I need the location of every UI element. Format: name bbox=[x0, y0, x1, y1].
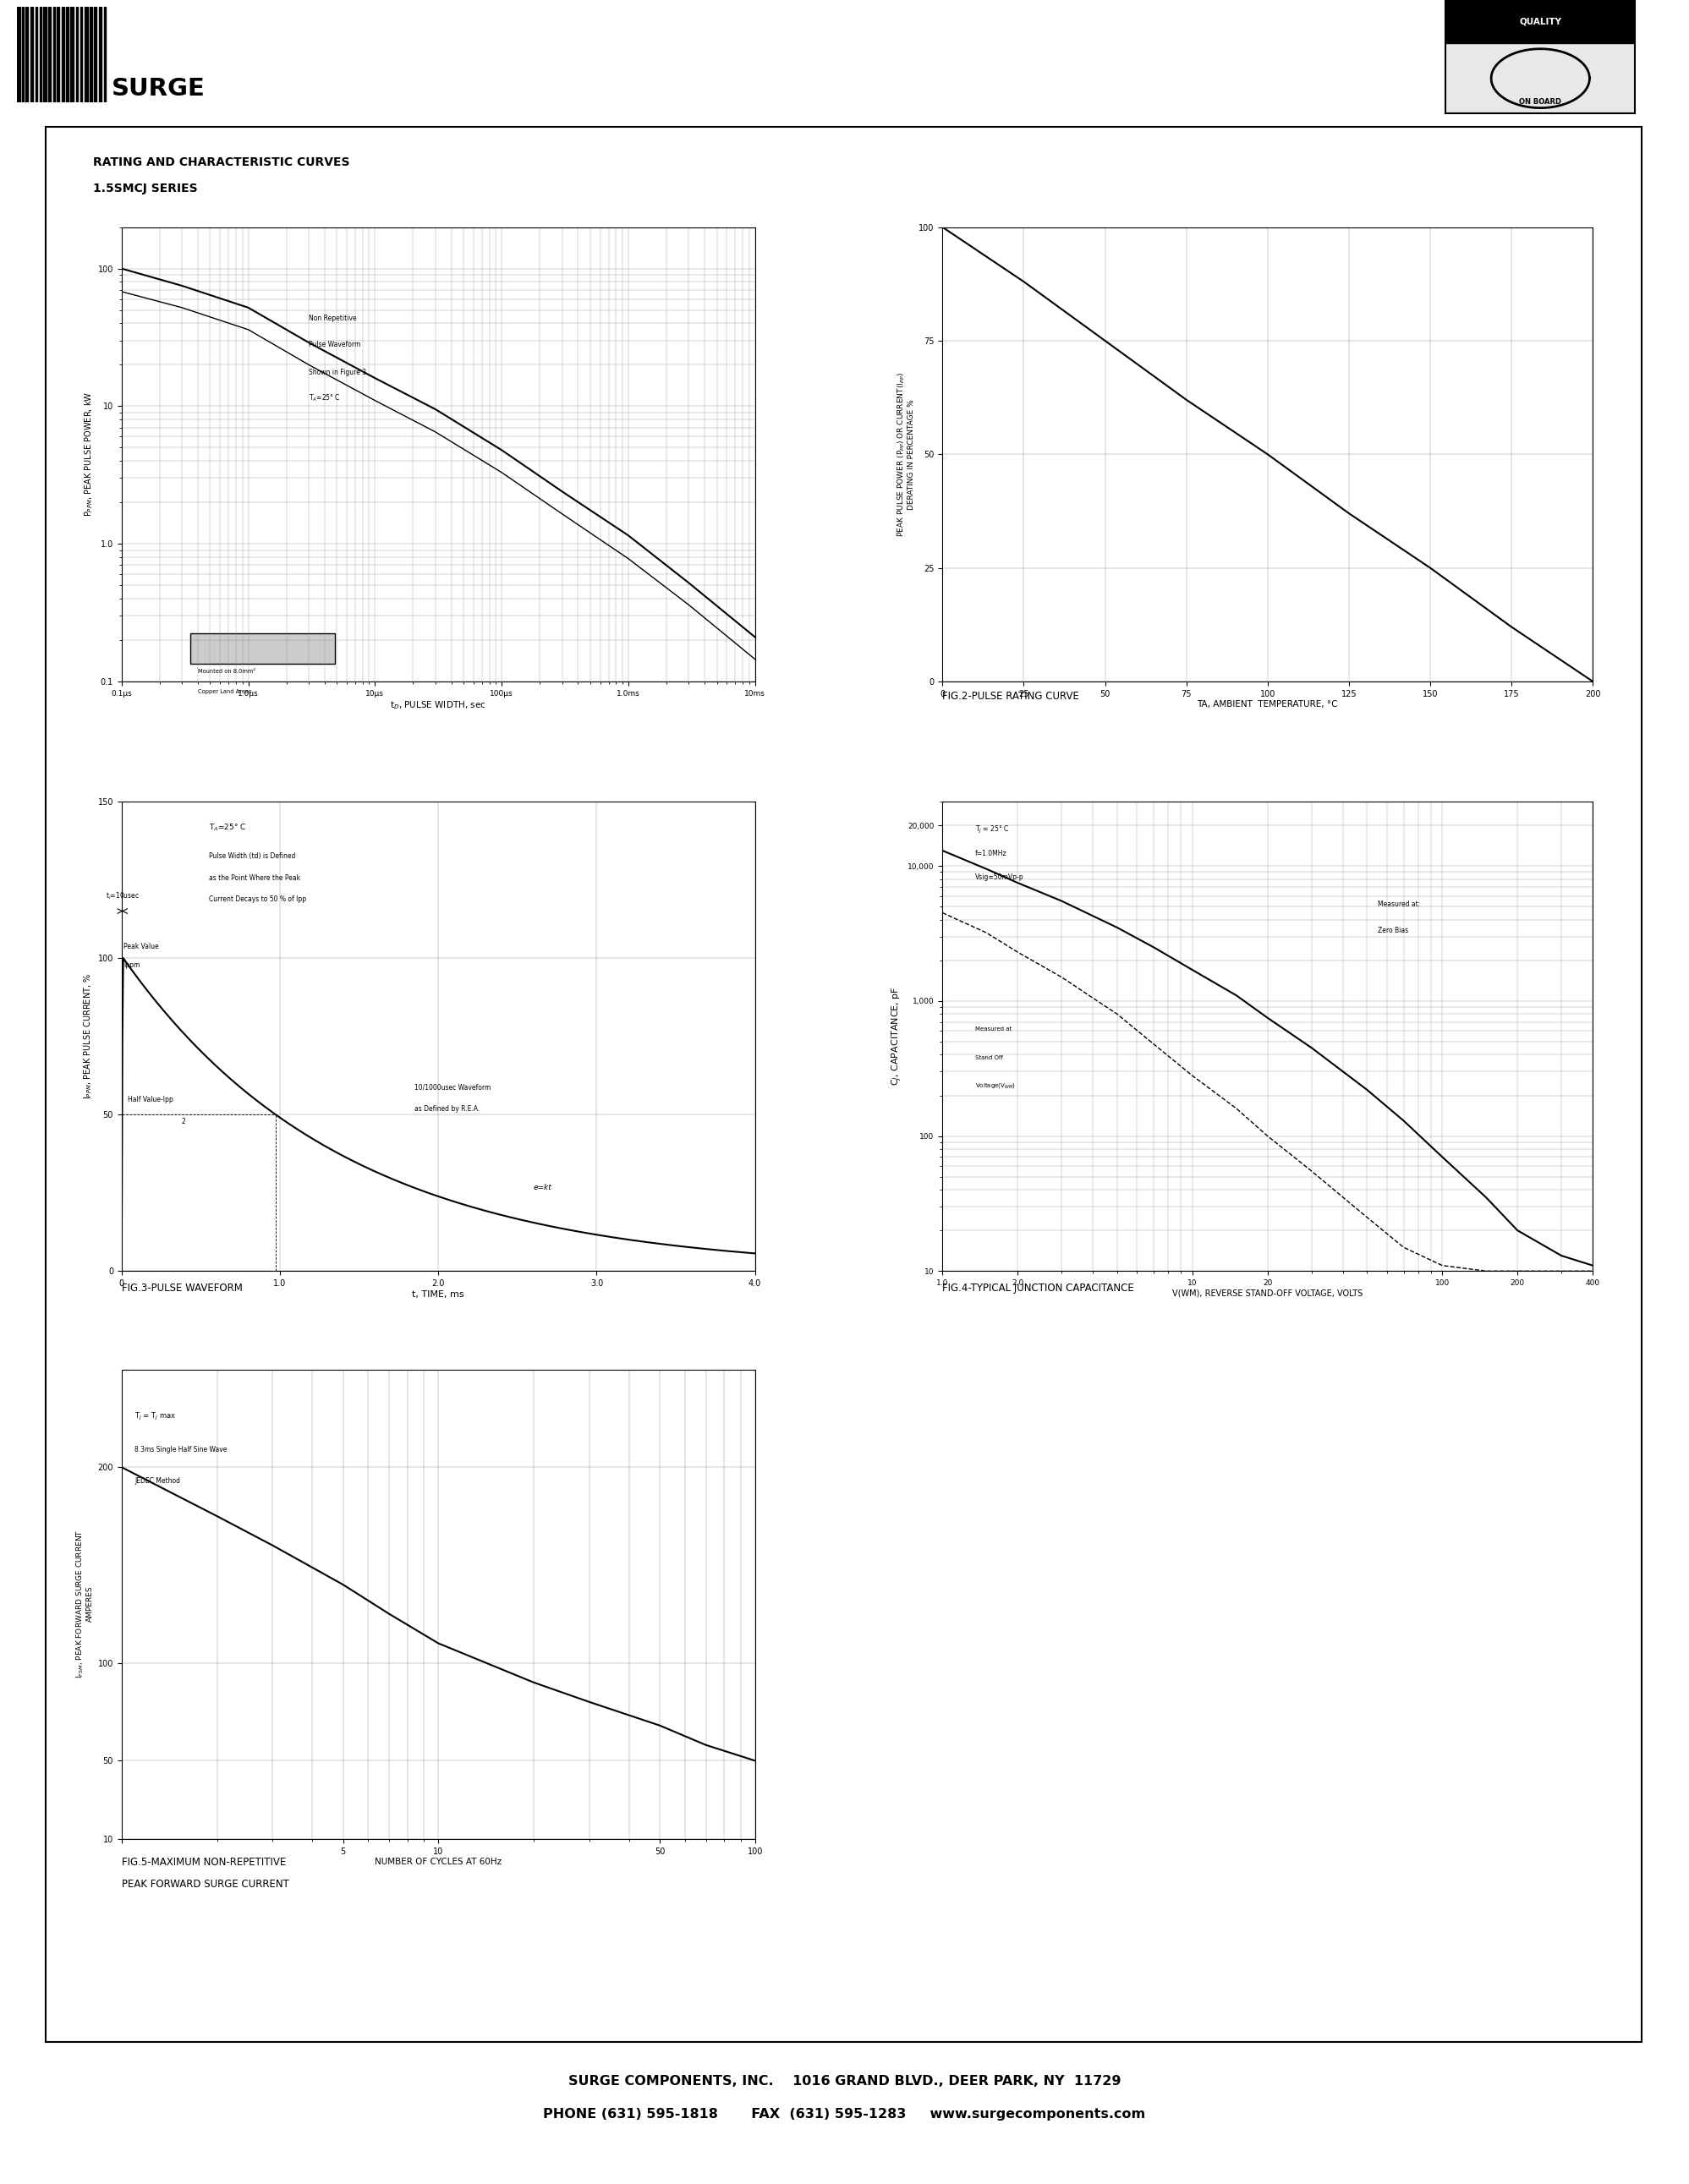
Text: Shown in Figure 3: Shown in Figure 3 bbox=[309, 369, 367, 376]
Bar bbox=[103, 7, 106, 103]
X-axis label: t, TIME, ms: t, TIME, ms bbox=[412, 1291, 464, 1299]
Text: SURGE: SURGE bbox=[111, 76, 204, 100]
Text: Copper Land Areas: Copper Land Areas bbox=[198, 688, 252, 695]
Text: Zero Bias: Zero Bias bbox=[1378, 926, 1409, 935]
Text: Measured at: Measured at bbox=[975, 1026, 1012, 1031]
Text: FIG.5-MAXIMUM NON-REPETITIVE: FIG.5-MAXIMUM NON-REPETITIVE bbox=[122, 1856, 285, 1867]
Bar bbox=[95, 7, 96, 103]
Text: T$_A$=25° C: T$_A$=25° C bbox=[309, 393, 341, 404]
Text: Pulse Width (td) is Defined: Pulse Width (td) is Defined bbox=[209, 852, 296, 860]
Bar bbox=[25, 7, 29, 103]
Text: Mounted on 8.0mm²: Mounted on 8.0mm² bbox=[198, 668, 255, 675]
Bar bbox=[30, 7, 34, 103]
Bar bbox=[76, 7, 78, 103]
Text: Vsig=50mVp-p: Vsig=50mVp-p bbox=[975, 874, 1024, 880]
Bar bbox=[62, 7, 64, 103]
Bar bbox=[90, 7, 91, 103]
Text: T$_A$=25° C: T$_A$=25° C bbox=[209, 821, 247, 832]
Text: 2: 2 bbox=[182, 1118, 186, 1125]
Text: RATING AND CHARACTERISTIC CURVES: RATING AND CHARACTERISTIC CURVES bbox=[93, 157, 350, 168]
Text: as Defined by R.E.A.: as Defined by R.E.A. bbox=[414, 1105, 480, 1114]
Text: Stand Off: Stand Off bbox=[975, 1055, 1003, 1059]
X-axis label: t$_D$, PULSE WIDTH, sec: t$_D$, PULSE WIDTH, sec bbox=[390, 699, 486, 712]
Text: Measured at:: Measured at: bbox=[1378, 900, 1420, 909]
Text: 8.3ms Single Half Sine Wave: 8.3ms Single Half Sine Wave bbox=[135, 1446, 228, 1452]
Text: JEDEC Method: JEDEC Method bbox=[135, 1476, 181, 1485]
Bar bbox=[71, 7, 74, 103]
Y-axis label: P$_{PPM}$, PEAK PULSE POWER, kW: P$_{PPM}$, PEAK PULSE POWER, kW bbox=[83, 391, 95, 518]
Bar bbox=[1446, 0, 1635, 44]
Bar bbox=[56, 7, 59, 103]
Text: FIG.2-PULSE RATING CURVE: FIG.2-PULSE RATING CURVE bbox=[942, 690, 1079, 701]
Bar bbox=[44, 7, 46, 103]
Text: Current Decays to 50 % of Ipp: Current Decays to 50 % of Ipp bbox=[209, 895, 306, 904]
Bar bbox=[84, 7, 88, 103]
Y-axis label: C$_J$, CAPACITANCE, pF: C$_J$, CAPACITANCE, pF bbox=[890, 987, 904, 1085]
Text: f=1.0MHz: f=1.0MHz bbox=[975, 850, 1007, 856]
Y-axis label: I$_{PPM}$, PEAK PULSE CURRENT, %: I$_{PPM}$, PEAK PULSE CURRENT, % bbox=[83, 974, 95, 1099]
X-axis label: TA, AMBIENT  TEMPERATURE, °C: TA, AMBIENT TEMPERATURE, °C bbox=[1198, 701, 1338, 710]
Text: ON BOARD: ON BOARD bbox=[1518, 98, 1562, 107]
Text: QUALITY: QUALITY bbox=[1518, 17, 1562, 26]
Bar bbox=[49, 7, 51, 103]
Text: Ippm: Ippm bbox=[123, 961, 140, 970]
Text: Pulse Waveform: Pulse Waveform bbox=[309, 341, 361, 349]
Text: 1.5SMCJ SERIES: 1.5SMCJ SERIES bbox=[93, 183, 198, 194]
Text: FIG.3-PULSE WAVEFORM: FIG.3-PULSE WAVEFORM bbox=[122, 1282, 243, 1293]
Text: Peak Value: Peak Value bbox=[123, 943, 159, 950]
Text: as the Point Where the Peak: as the Point Where the Peak bbox=[209, 874, 301, 882]
Bar bbox=[17, 7, 20, 103]
Bar bbox=[66, 7, 69, 103]
Bar bbox=[22, 7, 24, 103]
Text: t$_i$=10usec: t$_i$=10usec bbox=[105, 891, 140, 902]
X-axis label: NUMBER OF CYCLES AT 60Hz: NUMBER OF CYCLES AT 60Hz bbox=[375, 1859, 502, 1867]
Bar bbox=[35, 7, 37, 103]
Text: e=kt: e=kt bbox=[534, 1184, 552, 1192]
Text: SURGE COMPONENTS, INC.    1016 GRAND BLVD., DEER PARK, NY  11729: SURGE COMPONENTS, INC. 1016 GRAND BLVD.,… bbox=[568, 2075, 1121, 2088]
Bar bbox=[191, 633, 334, 664]
Bar bbox=[52, 7, 54, 103]
Bar bbox=[41, 7, 42, 103]
Bar bbox=[79, 7, 83, 103]
Text: T$_J$ = 25° C: T$_J$ = 25° C bbox=[975, 823, 1010, 834]
Bar bbox=[98, 7, 101, 103]
Y-axis label: I$_{FSM}$, PEAK FORWARD SURGE CURRENT
AMPERES: I$_{FSM}$, PEAK FORWARD SURGE CURRENT AM… bbox=[74, 1529, 95, 1679]
Text: T$_J$ = T$_J$ max: T$_J$ = T$_J$ max bbox=[135, 1411, 176, 1422]
Text: FIG.4-TYPICAL JUNCTION CAPACITANCE: FIG.4-TYPICAL JUNCTION CAPACITANCE bbox=[942, 1282, 1135, 1293]
Text: Half Value-Ipp: Half Value-Ipp bbox=[128, 1096, 174, 1103]
Y-axis label: PEAK PULSE POWER (P$_{PP}$) OR CURRENT(I$_{PP}$)
DERATING IN PERCENTAGE %: PEAK PULSE POWER (P$_{PP}$) OR CURRENT(I… bbox=[895, 371, 915, 537]
Text: Voltage(V$_{WM}$): Voltage(V$_{WM}$) bbox=[975, 1081, 1015, 1090]
Text: PHONE (631) 595-1818       FAX  (631) 595-1283     www.surgecomponents.com: PHONE (631) 595-1818 FAX (631) 595-1283 … bbox=[544, 2108, 1145, 2121]
Text: Non Repetitive: Non Repetitive bbox=[309, 314, 356, 321]
Text: PEAK FORWARD SURGE CURRENT: PEAK FORWARD SURGE CURRENT bbox=[122, 1878, 289, 1889]
X-axis label: V(WM), REVERSE STAND-OFF VOLTAGE, VOLTS: V(WM), REVERSE STAND-OFF VOLTAGE, VOLTS bbox=[1172, 1289, 1363, 1297]
Text: 10/1000usec Waveform: 10/1000usec Waveform bbox=[414, 1083, 491, 1092]
